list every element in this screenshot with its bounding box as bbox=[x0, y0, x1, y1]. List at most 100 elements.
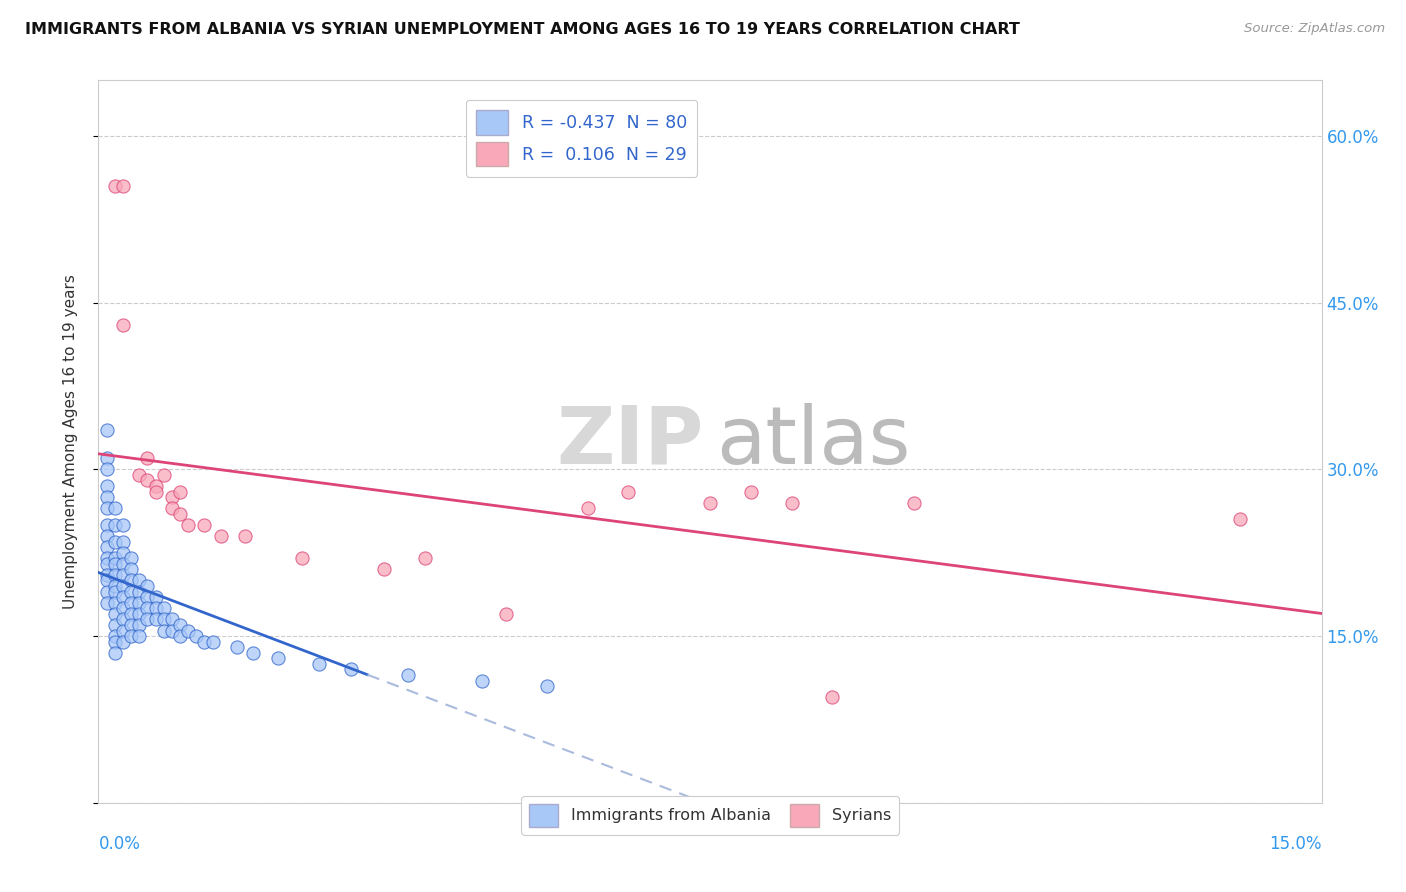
Point bbox=[96, 424, 118, 438]
Point bbox=[128, 607, 150, 621]
Point bbox=[145, 590, 167, 604]
Point bbox=[104, 634, 127, 648]
Point bbox=[96, 451, 118, 466]
Point bbox=[209, 529, 232, 543]
Y-axis label: Unemployment Among Ages 16 to 19 years: Unemployment Among Ages 16 to 19 years bbox=[63, 274, 77, 609]
Point bbox=[177, 517, 200, 532]
Point bbox=[111, 318, 134, 332]
Point bbox=[96, 596, 118, 610]
Point bbox=[699, 496, 721, 510]
Point bbox=[96, 462, 118, 476]
Point bbox=[160, 501, 183, 516]
Point bbox=[413, 551, 436, 566]
Point bbox=[128, 574, 150, 588]
Point bbox=[160, 490, 183, 504]
Point bbox=[145, 484, 167, 499]
Point bbox=[536, 679, 558, 693]
Point bbox=[169, 507, 191, 521]
Point bbox=[104, 501, 127, 516]
Point bbox=[136, 451, 159, 466]
Point bbox=[111, 534, 134, 549]
Text: Source: ZipAtlas.com: Source: ZipAtlas.com bbox=[1244, 22, 1385, 36]
Point bbox=[169, 618, 191, 632]
Point bbox=[111, 557, 134, 571]
Point bbox=[128, 618, 150, 632]
Legend: Immigrants from Albania, Syrians: Immigrants from Albania, Syrians bbox=[522, 796, 898, 835]
Point bbox=[96, 501, 118, 516]
Point bbox=[152, 624, 174, 638]
Point bbox=[96, 584, 118, 599]
Point bbox=[96, 557, 118, 571]
Point bbox=[104, 551, 127, 566]
Point bbox=[120, 629, 142, 643]
Point bbox=[136, 601, 159, 615]
Point bbox=[111, 612, 134, 626]
Point bbox=[104, 646, 127, 660]
Point bbox=[340, 662, 363, 676]
Point bbox=[780, 496, 803, 510]
Text: IMMIGRANTS FROM ALBANIA VS SYRIAN UNEMPLOYMENT AMONG AGES 16 TO 19 YEARS CORRELA: IMMIGRANTS FROM ALBANIA VS SYRIAN UNEMPL… bbox=[25, 22, 1021, 37]
Point bbox=[104, 568, 127, 582]
Point bbox=[96, 517, 118, 532]
Point bbox=[96, 551, 118, 566]
Point bbox=[128, 596, 150, 610]
Point bbox=[120, 607, 142, 621]
Point bbox=[104, 596, 127, 610]
Point bbox=[96, 479, 118, 493]
Point bbox=[145, 601, 167, 615]
Point bbox=[111, 568, 134, 582]
Point bbox=[96, 490, 118, 504]
Text: atlas: atlas bbox=[716, 402, 911, 481]
Point bbox=[160, 612, 183, 626]
Point bbox=[96, 568, 118, 582]
Point bbox=[186, 629, 208, 643]
Point bbox=[128, 467, 150, 482]
Point bbox=[120, 584, 142, 599]
Point bbox=[96, 540, 118, 554]
Point bbox=[1229, 512, 1251, 526]
Point bbox=[111, 590, 134, 604]
Point bbox=[111, 634, 134, 648]
Point bbox=[136, 590, 159, 604]
Point bbox=[128, 584, 150, 599]
Point bbox=[111, 178, 134, 193]
Point bbox=[111, 579, 134, 593]
Point bbox=[120, 574, 142, 588]
Point bbox=[471, 673, 494, 688]
Point bbox=[177, 624, 200, 638]
Point bbox=[104, 607, 127, 621]
Point bbox=[152, 601, 174, 615]
Point bbox=[226, 640, 249, 655]
Point bbox=[617, 484, 640, 499]
Point bbox=[396, 668, 419, 682]
Point bbox=[104, 557, 127, 571]
Point bbox=[111, 546, 134, 560]
Point bbox=[308, 657, 330, 671]
Point bbox=[145, 612, 167, 626]
Point bbox=[903, 496, 925, 510]
Point bbox=[242, 646, 264, 660]
Point bbox=[160, 624, 183, 638]
Point bbox=[136, 579, 159, 593]
Point bbox=[152, 612, 174, 626]
Point bbox=[169, 484, 191, 499]
Text: 0.0%: 0.0% bbox=[98, 835, 141, 854]
Point bbox=[120, 618, 142, 632]
Point bbox=[495, 607, 517, 621]
Point bbox=[120, 562, 142, 576]
Point bbox=[267, 651, 290, 665]
Point bbox=[128, 629, 150, 643]
Point bbox=[152, 467, 174, 482]
Point bbox=[104, 178, 127, 193]
Point bbox=[104, 579, 127, 593]
Point bbox=[233, 529, 256, 543]
Point bbox=[104, 629, 127, 643]
Text: ZIP: ZIP bbox=[557, 402, 704, 481]
Point bbox=[193, 634, 215, 648]
Point bbox=[201, 634, 224, 648]
Point bbox=[104, 584, 127, 599]
Point bbox=[145, 479, 167, 493]
Point bbox=[104, 534, 127, 549]
Point bbox=[120, 596, 142, 610]
Text: 15.0%: 15.0% bbox=[1270, 835, 1322, 854]
